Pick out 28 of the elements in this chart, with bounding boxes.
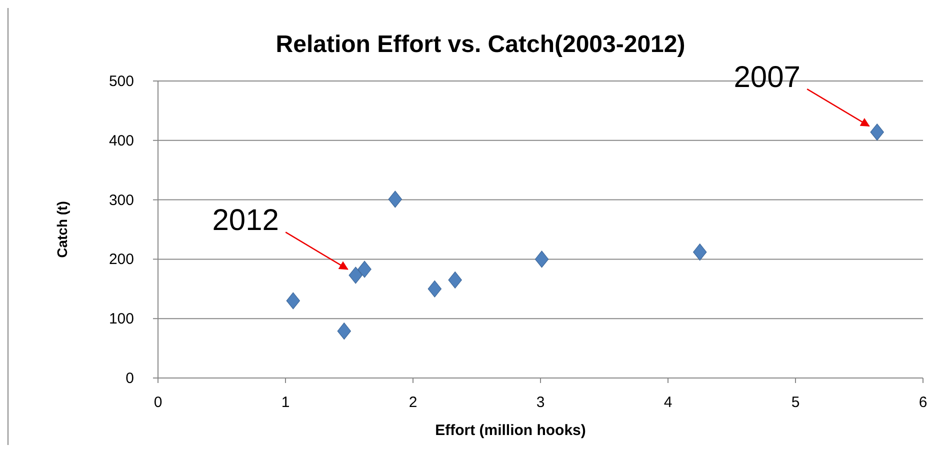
point (348, 266, 362, 284)
x-tick-label: 0 (154, 394, 162, 411)
x-tick-label: 2 (408, 394, 418, 411)
chart-title: Relation Effort vs. Catch(2003-2012) (276, 31, 686, 58)
point (693, 244, 707, 261)
point (388, 190, 402, 208)
annotation: 2007 (734, 61, 800, 94)
point (286, 292, 300, 310)
x-axis-title: Effort (million hooks) (435, 422, 586, 439)
x-tick-label: 1 (281, 394, 290, 411)
y-tick-label: 300 (108, 192, 134, 209)
y-tick-label: 100 (108, 310, 134, 328)
point (358, 260, 372, 278)
y-tick-label: 400 (108, 132, 134, 150)
y-tick-label: 200 (108, 251, 134, 268)
y-axis-title: Catch (t) (54, 201, 70, 258)
point (870, 124, 884, 141)
point (428, 280, 442, 298)
x-tick-label: 3 (536, 394, 545, 411)
x-tick-label: 5 (791, 394, 800, 411)
annotation: 2012 (212, 204, 279, 238)
x-tick-label: 4 (664, 394, 672, 411)
x-tick-label: 6 (918, 394, 928, 411)
point (448, 272, 462, 288)
point (337, 322, 351, 340)
y-tick-label: 0 (126, 370, 134, 387)
y-tick-label: 500 (108, 73, 134, 90)
point (534, 250, 549, 268)
